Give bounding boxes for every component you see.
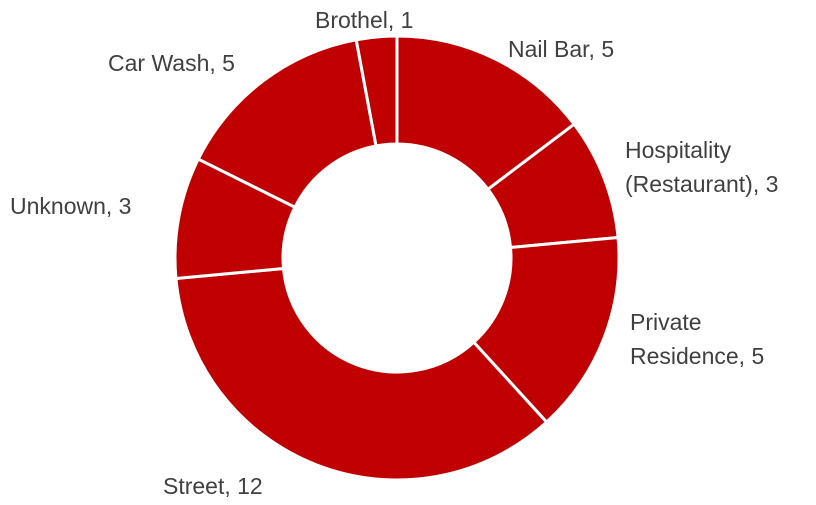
data-label: Street, 12 (163, 473, 263, 499)
donut-slice (174, 266, 549, 482)
data-label: Unknown, 3 (10, 193, 131, 219)
data-label-line: Residence, 5 (630, 343, 764, 369)
data-label-line: Unknown, 3 (10, 193, 131, 219)
data-label-line: Hospitality (625, 137, 732, 163)
data-label-line: Car Wash, 5 (108, 50, 235, 76)
data-label-line: (Restaurant), 3 (625, 171, 778, 197)
donut-slice (471, 235, 621, 425)
donut-slice (196, 38, 378, 210)
data-label-line: Street, 12 (163, 473, 263, 499)
data-label-line: Nail Bar, 5 (508, 36, 614, 62)
data-label: Brothel, 1 (315, 7, 413, 33)
donut-slice (395, 34, 577, 192)
data-label-line: Private (630, 309, 702, 335)
data-label-line: Brothel, 1 (315, 7, 413, 33)
data-label: Car Wash, 5 (108, 50, 235, 76)
data-label: Private Residence, 5 (630, 309, 764, 369)
donut-slice (354, 34, 399, 148)
data-label: Hospitality (Restaurant), 3 (625, 137, 778, 197)
data-label: Nail Bar, 5 (508, 36, 614, 62)
